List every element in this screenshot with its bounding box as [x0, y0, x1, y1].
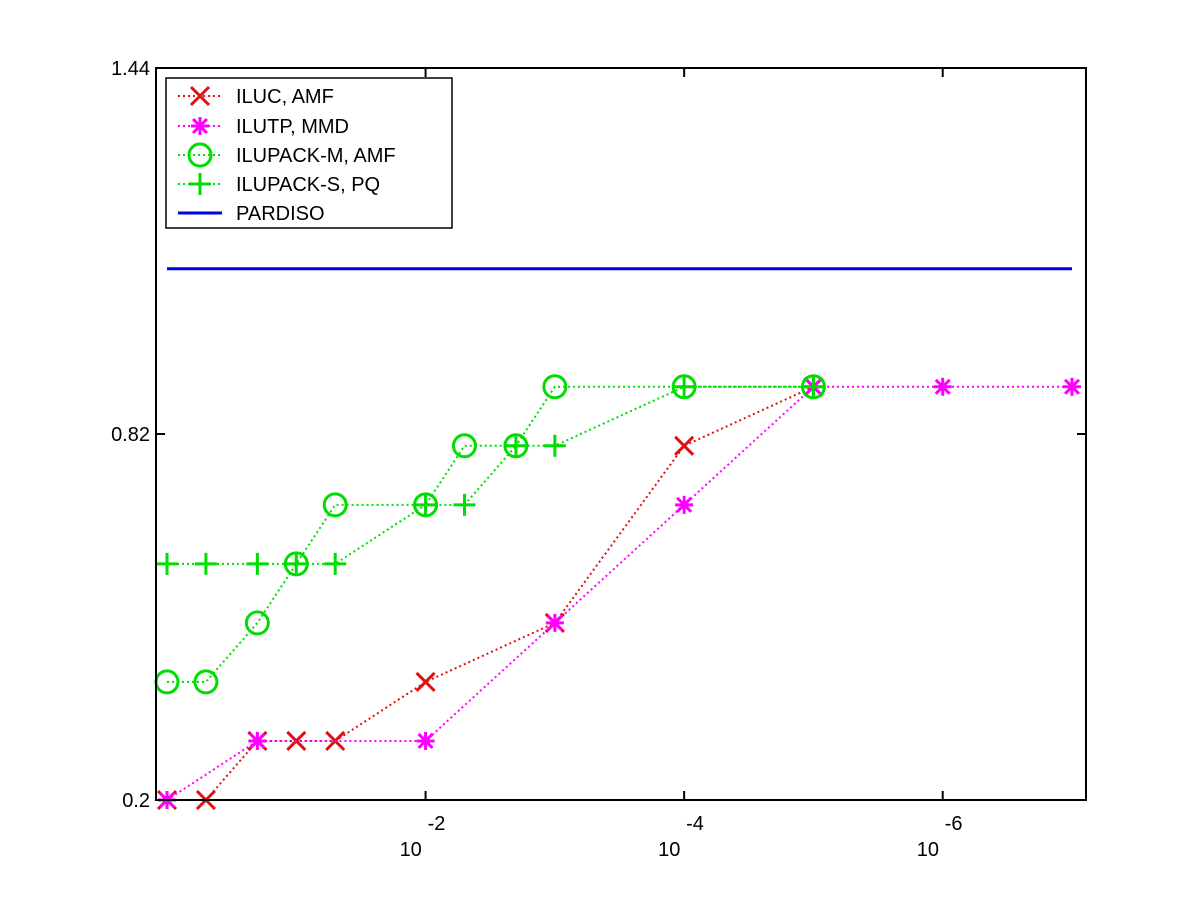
y-tick-label: 0.82: [111, 424, 150, 446]
data-point: [189, 173, 211, 195]
x-tick-label-exponent: -6: [945, 813, 963, 835]
marker-stroke: [191, 117, 209, 135]
data-point: [674, 435, 695, 456]
legend-entry: ILUPACK-S, PQ: [178, 173, 380, 196]
legend-label: ILUTP, MMD: [236, 116, 349, 138]
data-point: [324, 552, 347, 575]
legend-entry: ILUPACK-M, AMF: [178, 142, 396, 168]
x-tick-label-base: 10: [917, 839, 939, 861]
y-tick-label: 0.2: [122, 790, 150, 812]
x-tick-label-exponent: -2: [428, 813, 446, 835]
marker-stroke: [189, 85, 211, 107]
data-point: [453, 493, 476, 516]
data-point: [415, 671, 436, 692]
legend-marker-asterisk-icon: [191, 117, 209, 135]
legend-box: [165, 77, 453, 229]
data-point: [414, 493, 437, 516]
marker-stroke: [934, 378, 951, 395]
legend-marker-x-icon: [189, 85, 211, 107]
data-point: [1063, 377, 1081, 396]
data-point: [187, 142, 213, 168]
data-point: [451, 433, 477, 459]
marker-stroke: [674, 435, 695, 456]
marker-stroke: [451, 433, 477, 459]
marker-stroke: [322, 492, 348, 518]
marker-stroke: [244, 610, 270, 636]
data-point: [504, 434, 527, 457]
data-point: [248, 731, 267, 750]
marker-stroke: [187, 142, 213, 168]
data-point: [416, 731, 435, 750]
data-point: [191, 117, 209, 135]
legend-entry: PARDISO: [178, 203, 325, 225]
y-tick-label: 1.44: [111, 58, 150, 80]
data-point: [193, 669, 219, 695]
legend-marker-plus-icon: [189, 173, 211, 195]
legend-entry: ILUC, AMF: [178, 85, 334, 108]
data-point: [802, 375, 825, 398]
marker-stroke: [1063, 378, 1081, 395]
data-point: [673, 375, 696, 398]
marker-stroke: [193, 669, 219, 695]
data-point: [545, 613, 564, 632]
series-3: [156, 375, 825, 575]
legend-marker-circle-icon: [187, 142, 213, 168]
data-point: [246, 552, 269, 575]
marker-stroke: [542, 374, 568, 400]
series-line: [167, 385, 814, 683]
marker-stroke: [676, 496, 693, 513]
data-point: [285, 552, 308, 575]
legend: ILUC, AMF ILUTP, MMD ILUPACK-M, AMF ILUP…: [165, 77, 453, 229]
legend-label: ILUPACK-M, AMF: [236, 145, 396, 167]
marker-stroke: [249, 732, 266, 750]
marker-stroke: [546, 614, 563, 631]
x-tick-label-exponent: -4: [686, 813, 704, 835]
data-point: [244, 610, 270, 636]
marker-stroke: [415, 671, 436, 692]
x-tick-label-base: 10: [400, 839, 422, 861]
x-tick-label-base: 10: [658, 839, 680, 861]
data-point: [542, 374, 568, 400]
legend-label: ILUPACK-S, PQ: [236, 174, 380, 196]
data-point: [322, 492, 348, 518]
legend-entry: ILUTP, MMD: [178, 116, 349, 138]
data-point: [189, 85, 211, 107]
data-point: [675, 495, 694, 514]
marker-stroke: [417, 732, 434, 750]
series-line: [166, 385, 1072, 801]
axes-layer: 0.2 0.82 1.44 10 -2 10 -4 10 -6: [111, 58, 1087, 861]
data-point: [933, 377, 952, 396]
data-point: [156, 552, 178, 575]
legend-label: ILUC, AMF: [236, 86, 334, 108]
data-point: [194, 552, 217, 575]
legend-label: PARDISO: [236, 203, 325, 225]
data-point: [543, 434, 566, 457]
